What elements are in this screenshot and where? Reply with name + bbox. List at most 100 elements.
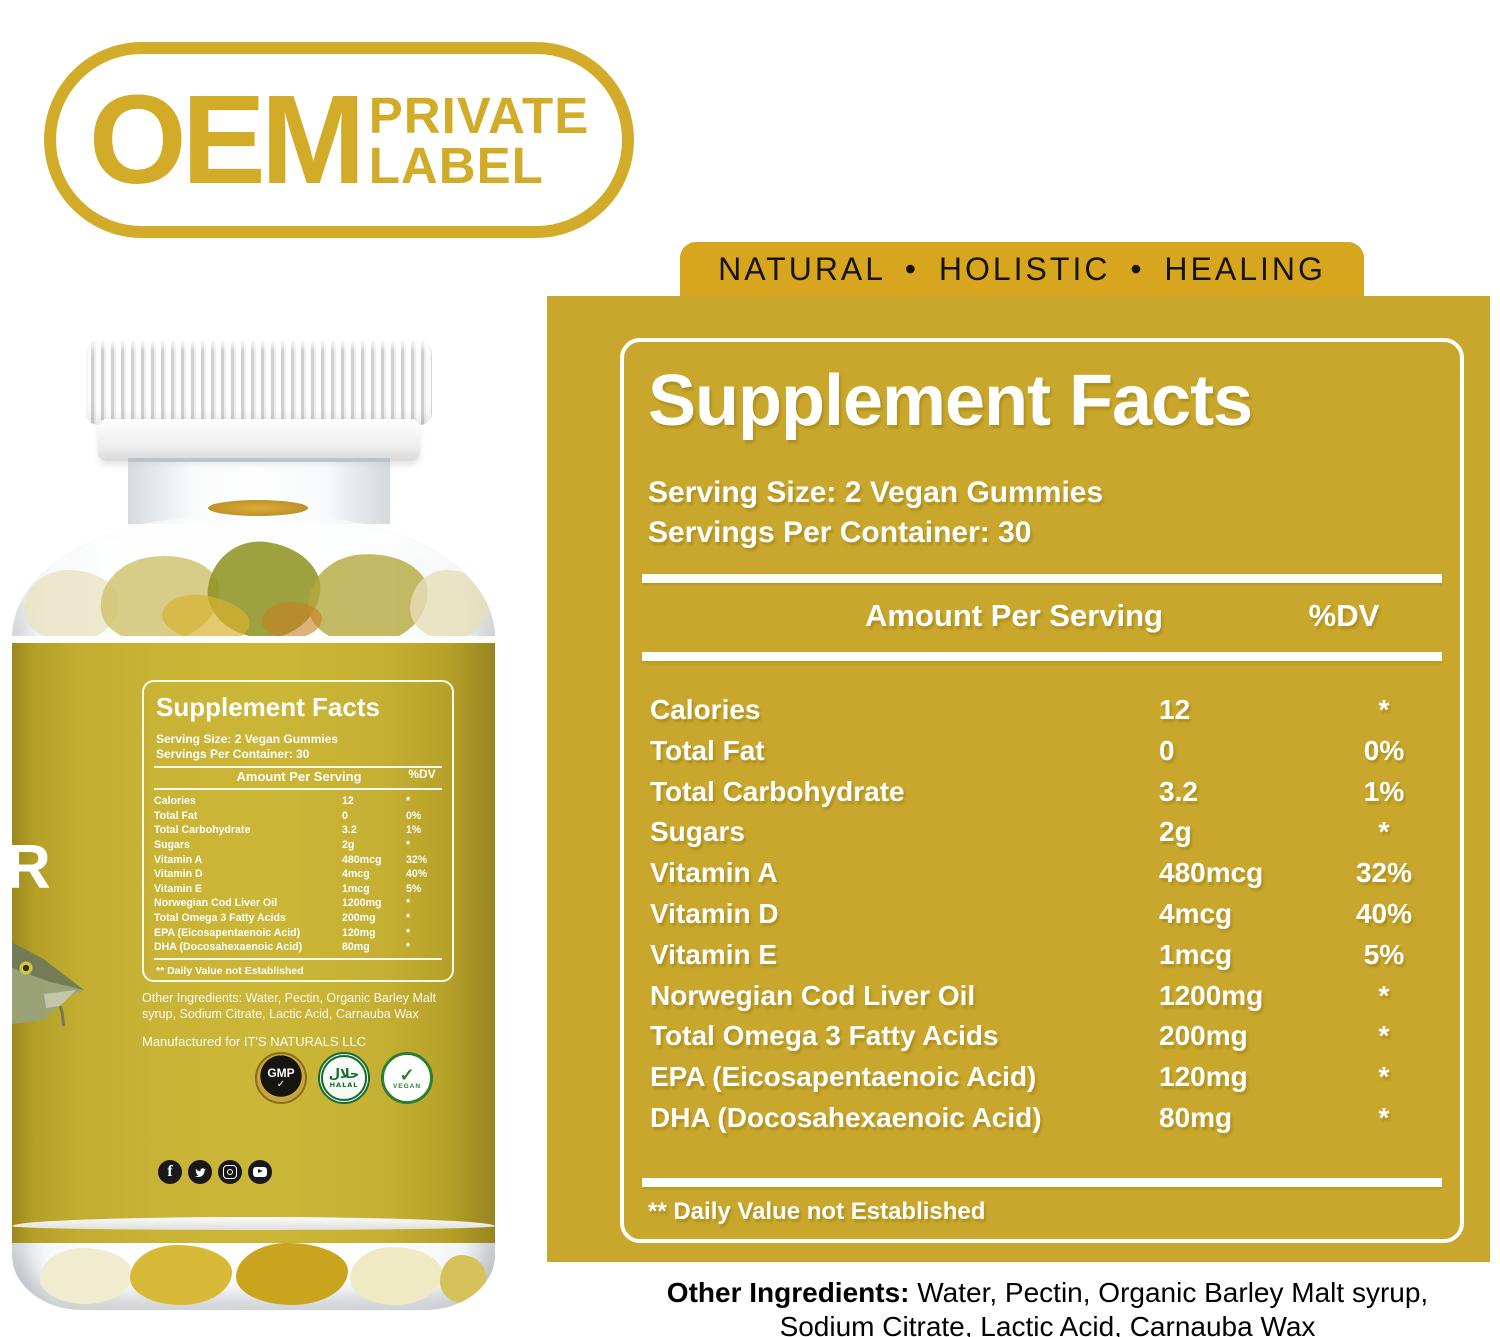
label-column-header-amount: Amount Per Serving [236, 769, 362, 784]
logo-private-text: PRIVATE [368, 87, 590, 145]
instagram-icon [218, 1160, 242, 1184]
row-dv: * [406, 912, 411, 925]
row-amount: 480mcg [342, 853, 382, 866]
label-partial-letter: R [12, 833, 51, 902]
table-row: Total Fat 0 0% [154, 809, 444, 824]
row-amount: 3.2 [1159, 775, 1198, 807]
row-name: Vitamin D [650, 897, 779, 929]
row-dv: 32% [406, 853, 428, 866]
logo-label-text: LABEL [368, 137, 544, 194]
row-dv: 1% [406, 824, 422, 837]
youtube-icon [248, 1160, 272, 1184]
column-header-dv: %DV [1308, 598, 1380, 633]
divider [154, 788, 442, 790]
table-row: Sugars 2g * [642, 812, 1442, 853]
row-name: Vitamin A [650, 857, 778, 889]
divider [642, 1178, 1442, 1187]
table-row: EPA (Eicosapentaenoic Acid) 120mg * [642, 1057, 1442, 1098]
row-amount: 0 [1159, 734, 1175, 766]
table-row: Total Omega 3 Fatty Acids 200mg * [642, 1016, 1442, 1057]
row-name: Total Fat [650, 734, 765, 766]
table-row: Vitamin D 4mcg 40% [642, 894, 1442, 935]
row-amount: 4mcg [1159, 897, 1233, 929]
label-supplement-facts-box: Supplement Facts Serving Size: 2 Vegan G… [142, 680, 454, 982]
row-amount: 80mg [342, 941, 370, 954]
row-name: Calories [650, 694, 761, 725]
table-row: Total Omega 3 Fatty Acids 200mg * [154, 911, 444, 926]
gummy-bear [40, 1248, 132, 1304]
row-dv: * [406, 795, 411, 808]
gmp-badge: GMP ✓ [255, 1052, 307, 1104]
table-row: Calories 12 * [154, 794, 444, 809]
row-name: DHA (Docosahexaenoic Acid) [650, 1101, 1042, 1133]
bottle-cap-lip [98, 419, 420, 461]
facebook-icon: f [158, 1160, 182, 1184]
row-amount: 1mcg [1159, 938, 1233, 970]
servings-per-container: Servings Per Container: 30 [648, 516, 1032, 549]
gummy-bear [262, 602, 322, 638]
other-ingredients-line2: Sodium Citrate, Lactic Acid, Carnauba Wa… [779, 1310, 1316, 1337]
supplement-facts-box: Supplement Facts Serving Size: 2 Vegan G… [620, 338, 1464, 1243]
label-top-stripe [12, 636, 495, 643]
row-name: Sugars [650, 816, 745, 848]
bottle-label: R Supplement Facts Serving Size: 2 Vegan… [12, 636, 495, 1243]
gummy-bear [410, 570, 490, 640]
serving-size: Serving Size: 2 Vegan Gummies [648, 476, 1104, 509]
twitter-icon [188, 1160, 212, 1184]
table-row: Vitamin A 480mcg 32% [154, 852, 444, 867]
label-servings-per-container: Servings Per Container: 30 [156, 747, 310, 761]
cod-fish-icon [12, 942, 84, 1027]
row-dv: * [406, 926, 411, 939]
row-name: Total Carbohydrate [650, 775, 905, 807]
row-name: Vitamin A [154, 853, 203, 866]
row-dv: * [1378, 694, 1390, 725]
row-name: Norwegian Cod Liver Oil [650, 979, 976, 1011]
facts-title: Supplement Facts [648, 361, 1253, 441]
row-name: EPA (Eicosapentaenoic Acid) [154, 926, 301, 939]
certification-badges: GMP ✓ حلال HALAL ✓ VEGAN [255, 1052, 433, 1104]
gummy-reflection [208, 500, 308, 516]
row-dv: * [406, 839, 411, 852]
bottle-cap [86, 341, 432, 425]
table-row: DHA (Docosahexaenoic Acid) 80mg * [642, 1098, 1442, 1139]
table-row: Norwegian Cod Liver Oil 1200mg * [154, 896, 444, 911]
table-row: Vitamin E 1mcg 5% [154, 882, 444, 897]
label-bottom-stripe [12, 1217, 495, 1230]
row-dv: 40% [1355, 897, 1413, 929]
gummy-bear [236, 1243, 348, 1305]
row-dv: 1% [1363, 775, 1405, 807]
row-dv: * [1378, 1020, 1390, 1052]
table-row: DHA (Docosahexaenoic Acid) 80mg * [154, 940, 444, 955]
table-row: Total Carbohydrate 3.2 1% [642, 772, 1442, 813]
gummy-bear [130, 1245, 232, 1305]
oem-private-label-logo: OEM PRIVATE LABEL [44, 42, 634, 238]
row-dv: * [406, 897, 411, 910]
row-dv: 0% [406, 809, 422, 822]
label-serving-size: Serving Size: 2 Vegan Gummies [156, 732, 339, 746]
logo-private-label-text: PRIVATE LABEL [368, 87, 590, 194]
logo-oem-text: OEM [88, 69, 366, 210]
row-name: Total Omega 3 Fatty Acids [154, 912, 286, 925]
row-name: Vitamin E [650, 938, 778, 970]
table-row: Total Fat 0 0% [642, 731, 1442, 772]
row-name: DHA (Docosahexaenoic Acid) [154, 941, 303, 954]
row-dv: * [1378, 1101, 1390, 1133]
row-name: Total Fat [154, 809, 198, 822]
vegan-badge: ✓ VEGAN [381, 1052, 433, 1104]
label-footnote: ** Daily Value not Established [156, 965, 304, 977]
table-row: Vitamin A 480mcg 32% [642, 853, 1442, 894]
row-amount: 2g [342, 839, 355, 852]
halal-badge: حلال HALAL [318, 1052, 370, 1104]
row-amount: 12 [342, 795, 354, 808]
row-name: Total Omega 3 Fatty Acids [650, 1020, 999, 1052]
table-row: Vitamin E 1mcg 5% [642, 935, 1442, 976]
label-facts-table: Calories 12 * Total Fat 0 0% Total Carbo… [154, 794, 444, 955]
row-amount: 1mcg [342, 882, 370, 895]
row-dv: 5% [406, 882, 422, 895]
row-amount: 4mcg [342, 868, 370, 881]
row-dv: 0% [1363, 734, 1405, 766]
row-name: Total Carbohydrate [154, 824, 251, 837]
label-other-ingredients: Other Ingredients: Water, Pectin, Organi… [142, 991, 437, 1021]
row-amount: 3.2 [342, 824, 357, 837]
